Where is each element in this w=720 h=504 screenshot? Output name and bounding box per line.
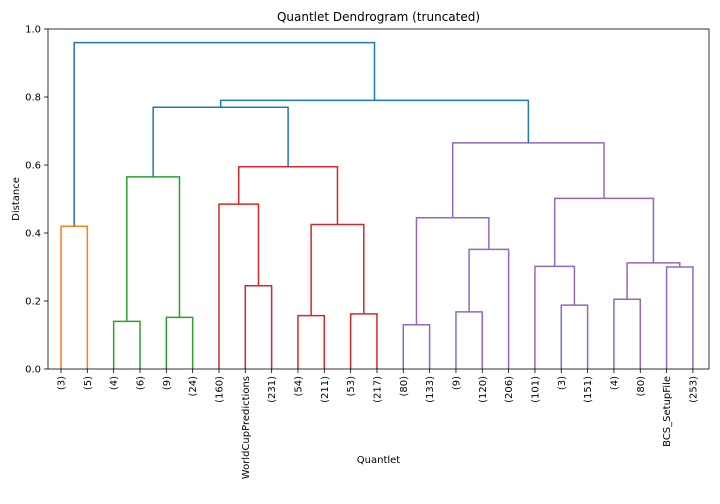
- leaf-label-2: (4): [109, 376, 120, 390]
- leaf-label-7: WorldCupPredictions: [241, 376, 252, 479]
- y-axis: 0.0 0.2 0.4 0.6 0.8 1.0: [25, 25, 48, 376]
- dendrogram-links: [60, 41, 694, 369]
- leaf-label-11: (53): [346, 376, 357, 397]
- leaf-label-12: (217): [372, 376, 383, 403]
- x-axis-label: Quantlet: [357, 455, 401, 466]
- leaf-label-17: (206): [504, 376, 515, 403]
- leaf-label-8: (231): [267, 376, 278, 403]
- leaf-label-10: (211): [320, 376, 331, 403]
- plot-frame: [47, 28, 710, 370]
- leaf-label-21: (4): [609, 376, 620, 390]
- y-tick-label-5: 1.0: [25, 25, 41, 36]
- y-axis-label: Distance: [11, 177, 22, 221]
- leaf-label-6: (160): [214, 376, 225, 403]
- y-tick-label-1: 0.2: [25, 297, 41, 308]
- leaf-label-18: (101): [530, 376, 541, 403]
- leaf-label-15: (9): [451, 376, 462, 390]
- chart-title: Quantlet Dendrogram (truncated): [277, 10, 480, 24]
- leaf-label-9: (54): [293, 376, 304, 397]
- leaf-label-4: (9): [162, 376, 173, 390]
- y-tick-label-4: 0.8: [25, 93, 41, 104]
- leaf-label-20: (151): [583, 376, 594, 403]
- x-axis: (3) (5) (4) (6) (9) (24) (160) WorldCupPredicti…: [57, 369, 699, 479]
- leaf-label-19: (3): [557, 376, 568, 390]
- leaf-label-3: (6): [135, 376, 146, 390]
- leaf-label-13: (80): [399, 376, 410, 397]
- y-tick-label-0: 0.0: [25, 365, 41, 376]
- leaf-label-1: (5): [83, 376, 94, 390]
- leaf-label-5: (24): [188, 376, 199, 397]
- leaf-label-0: (3): [57, 376, 68, 390]
- dendrogram-link-23: [73, 41, 376, 227]
- leaf-label-23: BCS_SetupFile: [662, 376, 673, 447]
- leaf-label-16: (120): [478, 376, 489, 403]
- leaf-label-14: (133): [425, 376, 436, 403]
- leaf-label-22: (80): [636, 376, 647, 397]
- leaf-label-24: (253): [688, 376, 699, 403]
- y-tick-label-3: 0.6: [25, 161, 41, 172]
- y-tick-label-2: 0.4: [25, 229, 41, 240]
